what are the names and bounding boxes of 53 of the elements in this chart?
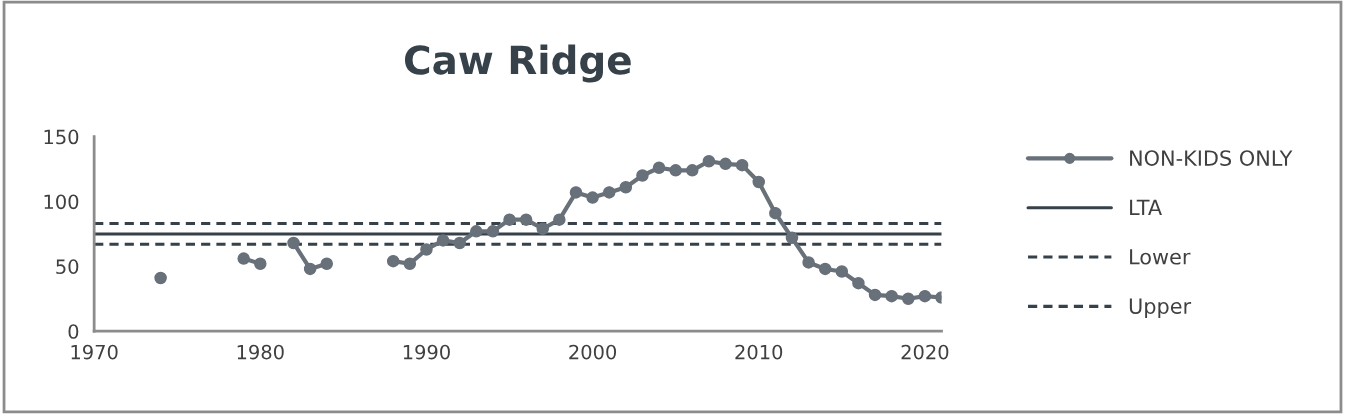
point [785,231,799,245]
y-tick-label: 100 [44,194,79,210]
point [553,213,566,226]
point [420,243,433,256]
point [719,157,732,171]
point [852,276,865,290]
point [569,186,583,199]
legend-label: LTA [1130,199,1162,215]
point [586,191,599,204]
point [818,262,832,276]
point [636,169,649,182]
point [303,262,317,276]
point [602,186,616,199]
point [403,257,417,270]
x-tick-label: 2010 [735,344,783,360]
y-tick-label: 150 [44,129,79,145]
point [885,289,898,303]
point [835,265,849,278]
point [436,234,450,247]
point [802,256,815,269]
legend-label: NON-KIDS ONLY [1130,150,1293,166]
point [536,222,549,235]
point [237,252,250,265]
y-tick-label: 50 [56,259,79,274]
point [686,164,699,177]
point [619,180,633,194]
point [902,292,915,306]
y-tick-label: 0 [68,324,79,339]
point [669,164,682,177]
point [287,236,300,250]
x-tick-label: 2020 [901,344,949,360]
point [254,257,267,270]
point [752,175,765,189]
point [652,161,666,175]
legend-label: Upper [1129,298,1192,318]
x-tick-label: 1980 [237,344,284,360]
point [702,155,716,168]
point [918,289,932,303]
point [470,225,483,238]
x-tick-label: 1970 [71,344,118,360]
chart-title: Caw Ridge [404,44,631,83]
ref-line-label: Lower [1130,249,1191,265]
x-tick-label: 1990 [403,344,450,360]
point [386,254,400,268]
point [453,236,466,250]
point [519,213,533,226]
point [868,288,882,302]
x-tick-label: 2000 [569,344,617,360]
point [769,206,782,220]
point [503,213,516,226]
point [486,225,500,238]
point [735,158,749,172]
point [320,257,334,270]
